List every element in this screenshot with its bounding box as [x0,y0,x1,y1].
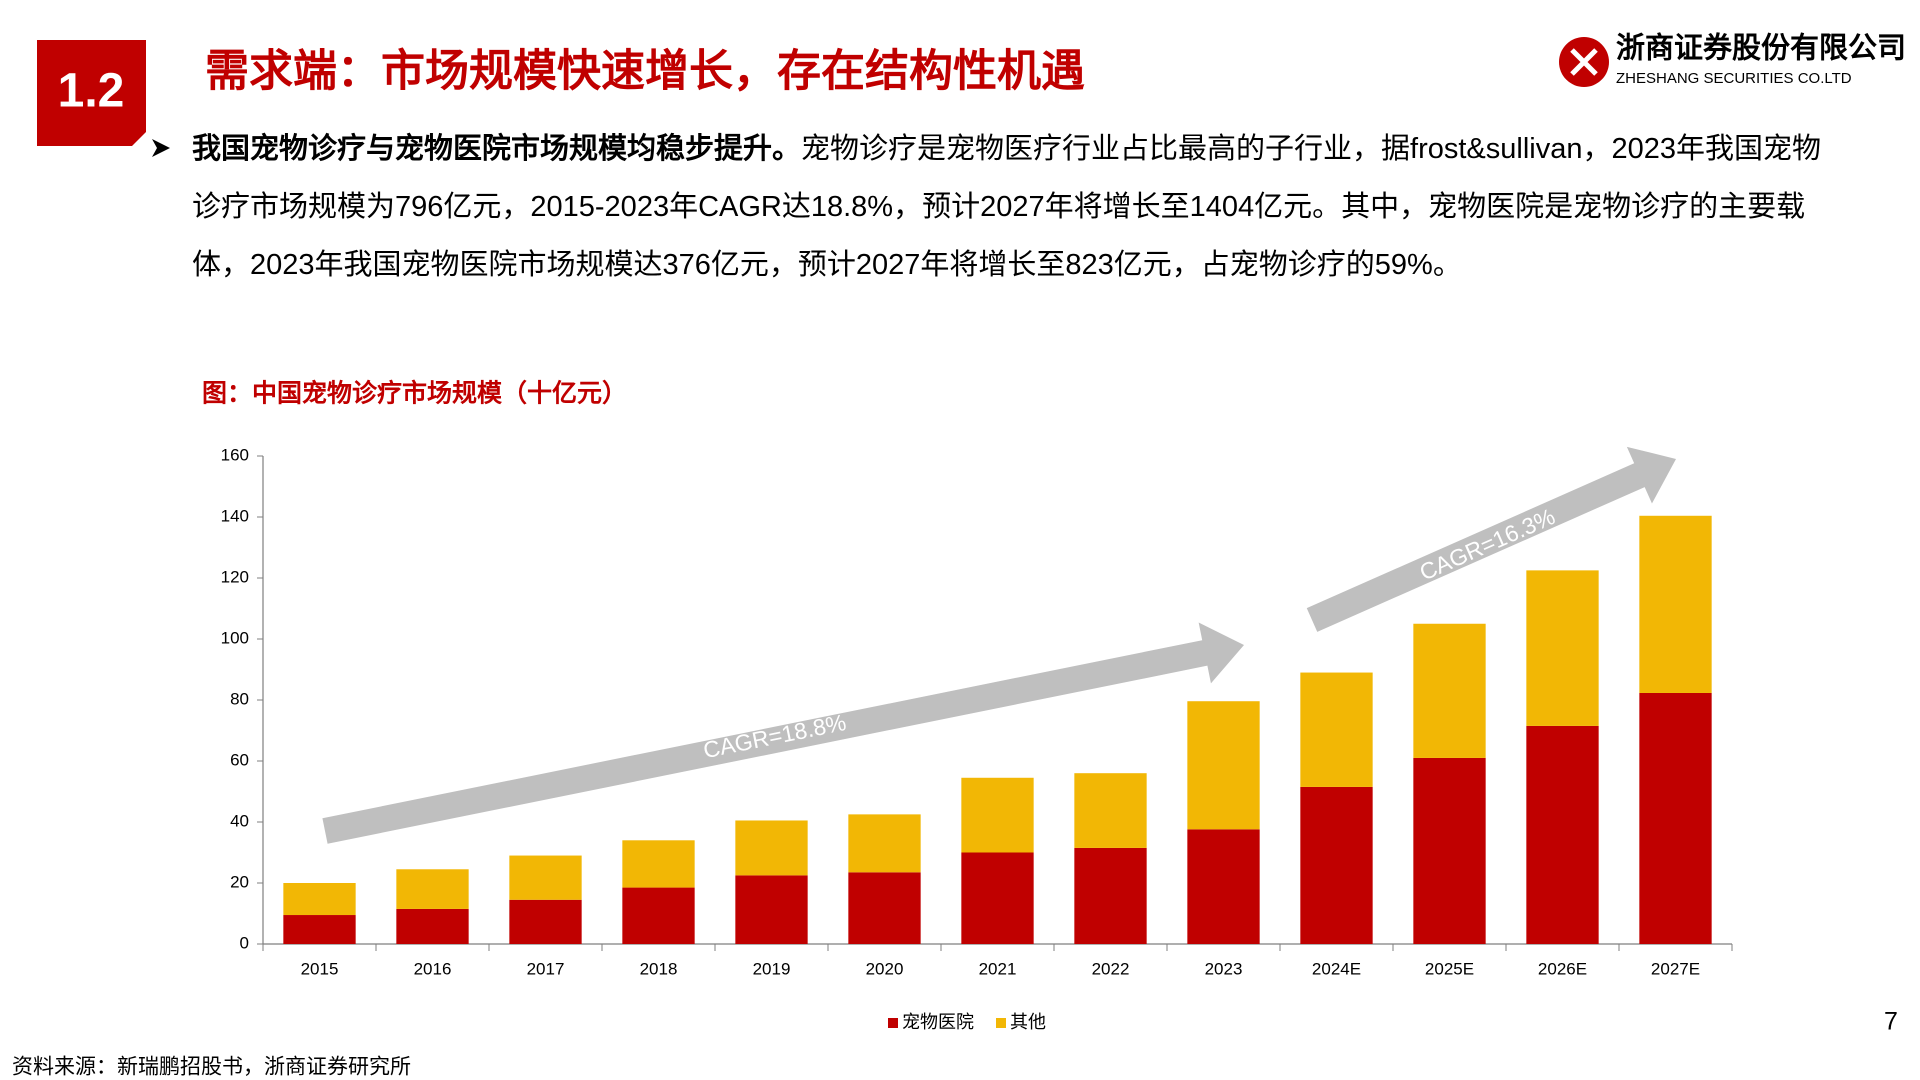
legend-swatch [888,1018,898,1028]
cagr-arrow [1306,446,1676,632]
bar [735,875,808,944]
bar [1074,847,1147,944]
x-tick-label: 2017 [527,959,565,978]
x-tick-label: 2027E [1651,959,1700,978]
bullet-icon [152,139,170,157]
x-tick-label: 2015 [301,959,339,978]
y-tick-label: 140 [221,506,249,525]
bar [283,883,356,916]
y-tick-label: 160 [221,445,249,464]
bar [1074,773,1147,848]
x-tick-label: 2024E [1312,959,1361,978]
legend-swatch [996,1018,1006,1028]
cagr-label: CAGR=18.8% [701,709,848,763]
logo-mark [1570,48,1598,76]
x-tick-label: 2022 [1092,959,1130,978]
y-tick-label: 100 [221,628,249,647]
bar [1413,623,1486,758]
bar [1187,829,1260,944]
bar [1413,757,1486,944]
source: 资料来源：新瑞鹏招股书，浙商证券研究所 [12,1056,411,1079]
company-cn: 浙商证券股份有限公司 [1616,32,1906,65]
company-en: ZHESHANG SECURITIES CO.LTD [1616,70,1852,87]
legend-label: 其他 [1010,1012,1046,1032]
y-tick-label: 80 [230,689,249,708]
bar [622,840,695,888]
bar [1526,570,1599,726]
y-tick-label: 20 [230,872,249,891]
bar [1300,672,1373,787]
bar [1187,701,1260,830]
x-tick-label: 2018 [640,959,678,978]
page-number: 7 [1884,1008,1898,1036]
x-tick-label: 2026E [1538,959,1587,978]
bar [1639,515,1712,693]
bar [1639,692,1712,944]
bar [735,820,808,876]
section-number: 1.2 [58,65,125,118]
y-tick-label: 60 [230,750,249,769]
bar [509,899,582,944]
bar [848,872,921,944]
x-tick-label: 2023 [1205,959,1243,978]
y-tick-label: 0 [240,933,249,952]
slide-title: 需求端：市场规模快速增长，存在结构性机遇 [205,47,1085,96]
bar [396,869,469,909]
bar [1526,725,1599,944]
bar [848,814,921,873]
bullet-paragraph: 我国宠物诊疗与宠物医院市场规模均稳步提升。宠物诊疗是宠物医疗行业占比最高的子行业… [192,120,1842,294]
bar [509,855,582,900]
x-tick-label: 2025E [1425,959,1474,978]
bar [961,777,1034,853]
x-tick-label: 2020 [866,959,904,978]
bullet-lead: 我国宠物诊疗与宠物医院市场规模均稳步提升。 [192,133,802,165]
chart-title: 图：中国宠物诊疗市场规模（十亿元） [202,379,627,408]
bar [1300,786,1373,944]
cagr-arrow [322,622,1245,844]
section-box [37,40,146,146]
x-tick-label: 2019 [753,959,791,978]
y-tick-label: 40 [230,811,249,830]
bar [622,887,695,944]
x-tick-label: 2021 [979,959,1017,978]
bar [961,852,1034,944]
bar [283,915,356,944]
y-tick-label: 120 [221,567,249,586]
legend-label: 宠物医院 [902,1012,974,1032]
x-tick-label: 2016 [414,959,452,978]
bar [396,908,469,944]
bullet-text: 宠物诊疗是宠物医疗行业占比最高的子行业，据frost&sullivan，2023… [192,133,1821,281]
